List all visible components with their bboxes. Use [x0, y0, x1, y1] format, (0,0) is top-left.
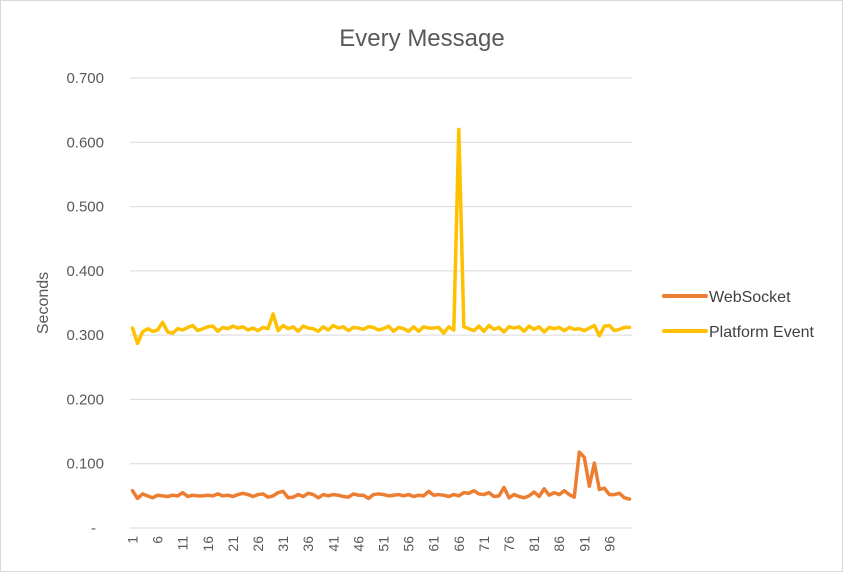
- x-tick-label: 36: [300, 536, 316, 552]
- x-tick-label: 51: [376, 536, 392, 552]
- x-tick-label: 31: [275, 536, 291, 552]
- series-lines: [130, 127, 632, 501]
- x-tick-label: 86: [551, 536, 567, 552]
- legend: WebSocket Platform Event: [662, 289, 814, 341]
- x-tick-label: 26: [250, 536, 266, 552]
- x-tick-label: 66: [451, 536, 467, 552]
- y-tick-label: 0.100: [66, 456, 104, 473]
- y-axis-label: Seconds: [35, 272, 52, 334]
- x-tick-label: 96: [601, 536, 617, 552]
- series-line-platform-event: [130, 127, 632, 346]
- x-axis-ticks: 1 6 11 16 21 26 31 36 41 46 51 56 61 66 71 76 81 86 91 96: [125, 536, 618, 552]
- legend-label: Platform Event: [709, 324, 814, 341]
- legend-label: WebSocket: [709, 289, 791, 306]
- x-tick-label: 1: [125, 536, 141, 544]
- x-tick-label: 41: [325, 536, 341, 552]
- y-tick-label: 0.600: [66, 134, 104, 151]
- x-tick-label: 56: [401, 536, 417, 552]
- y-tick-label: 0.200: [66, 391, 104, 408]
- x-tick-label: 6: [150, 536, 166, 544]
- y-tick-label: 0.700: [66, 70, 104, 87]
- chart-title: Every Message: [339, 25, 504, 52]
- y-tick-label: -: [91, 520, 96, 537]
- gridlines: [130, 77, 632, 529]
- x-tick-label: 61: [426, 536, 442, 552]
- x-tick-label: 21: [225, 536, 241, 552]
- y-tick-label: 0.500: [66, 199, 104, 216]
- x-tick-label: 76: [501, 536, 517, 552]
- x-tick-label: 81: [526, 536, 542, 552]
- x-tick-label: 91: [576, 536, 592, 552]
- series-line-websocket: [130, 450, 632, 501]
- x-tick-label: 71: [476, 536, 492, 552]
- x-tick-label: 11: [175, 536, 191, 551]
- x-tick-label: 16: [200, 536, 216, 552]
- y-tick-label: 0.400: [66, 263, 104, 280]
- y-axis-ticks: - 0.100 0.200 0.300 0.400 0.500 0.600 0.700: [66, 70, 104, 537]
- y-tick-label: 0.300: [66, 327, 104, 344]
- x-tick-label: 46: [350, 536, 366, 552]
